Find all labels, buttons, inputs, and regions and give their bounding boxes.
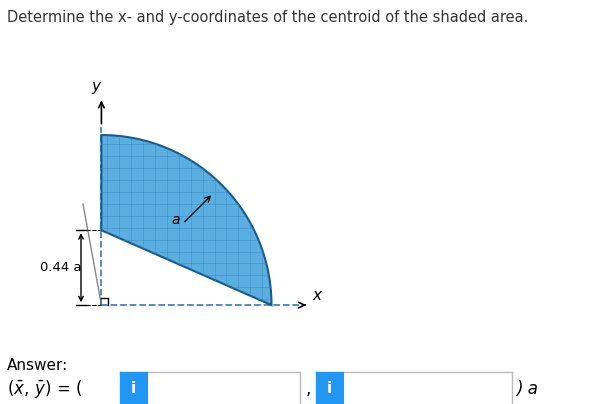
Text: i: i <box>131 381 136 396</box>
Text: 0.44 a: 0.44 a <box>40 261 82 274</box>
Text: ) a: ) a <box>516 380 538 398</box>
Text: y: y <box>92 79 101 94</box>
Text: Determine the x- and y-coordinates of the centroid of the shaded area.: Determine the x- and y-coordinates of th… <box>7 10 529 25</box>
Text: x: x <box>312 288 321 303</box>
Text: Answer:: Answer: <box>7 358 69 372</box>
Text: ,: , <box>305 380 311 398</box>
Text: a: a <box>172 213 180 227</box>
Text: i: i <box>327 381 332 396</box>
Text: $(\bar{x},\, \bar{y})$ = (: $(\bar{x},\, \bar{y})$ = ( <box>7 378 84 400</box>
Polygon shape <box>101 135 272 305</box>
